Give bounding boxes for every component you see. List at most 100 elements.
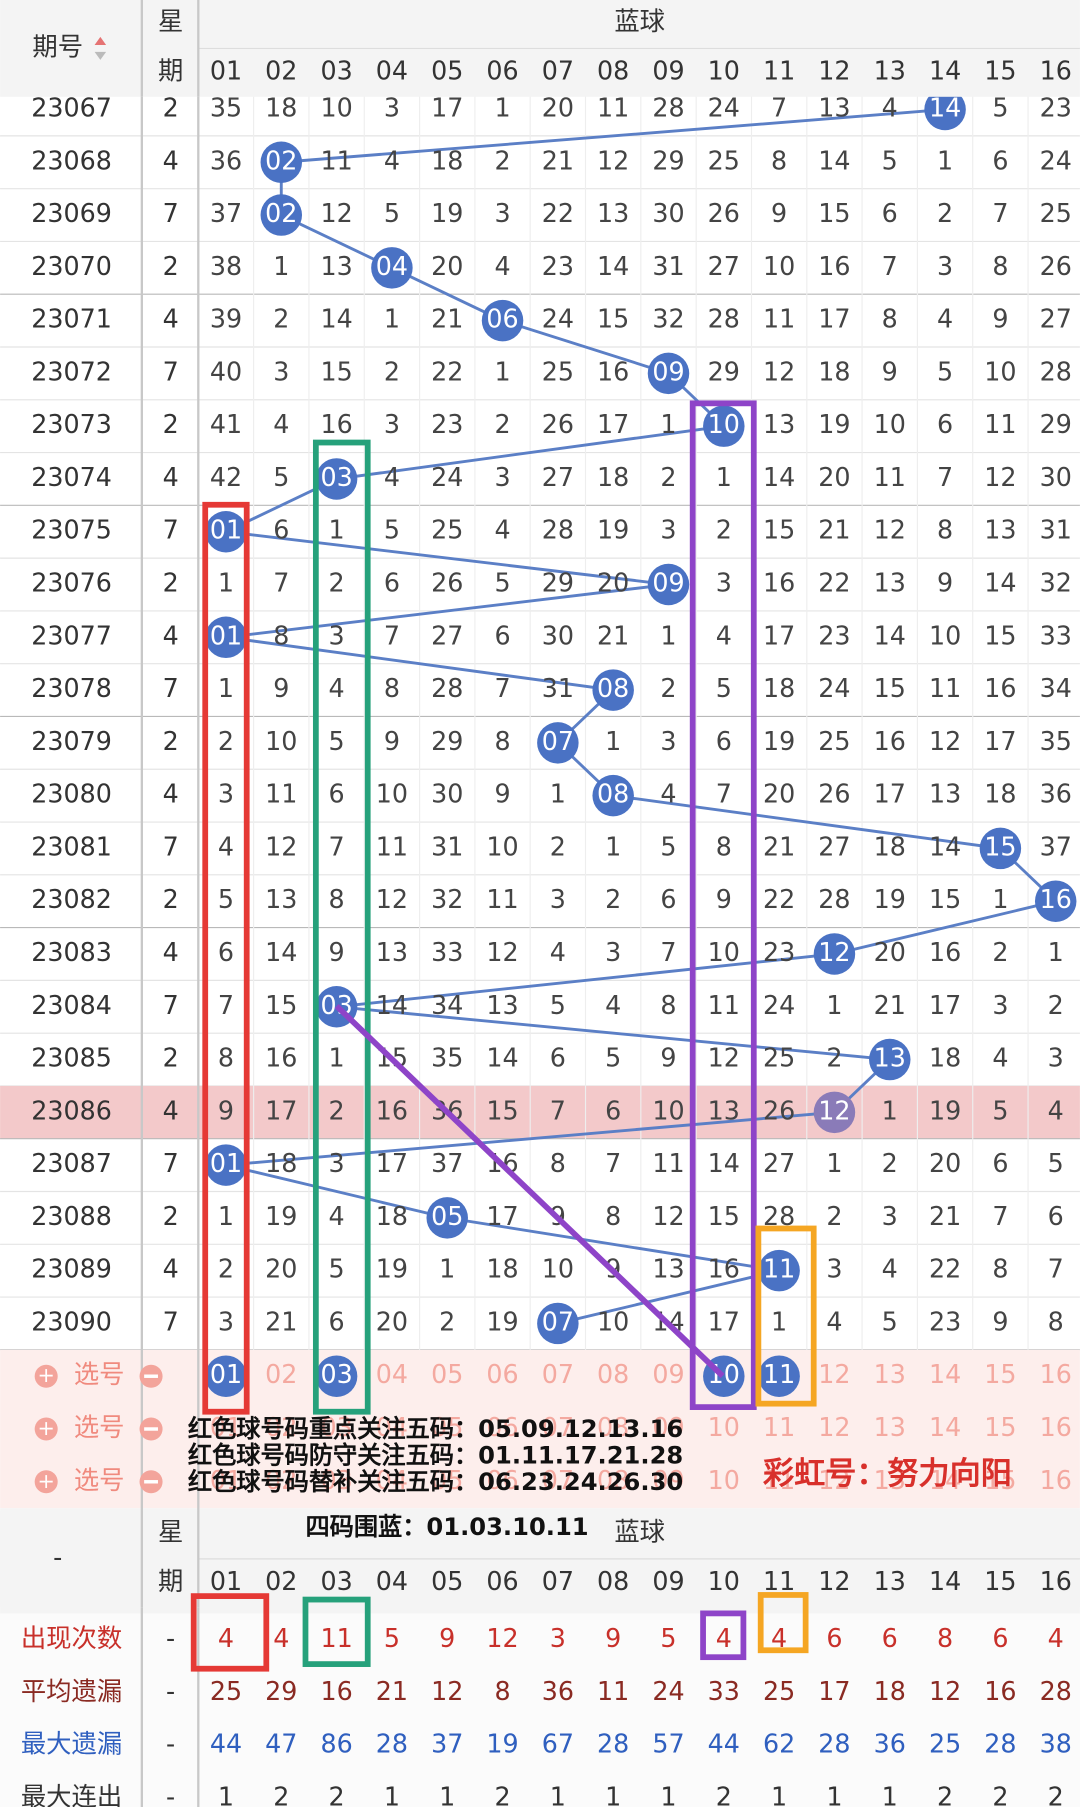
miss-count: 5 — [882, 145, 898, 175]
miss-count: 1 — [882, 1095, 898, 1125]
miss-count: 11 — [763, 304, 795, 334]
miss-count: 1 — [826, 1148, 842, 1178]
stat-value: 1 — [218, 1781, 234, 1807]
ball-number: 15 — [984, 831, 1016, 861]
select-number: 07 — [542, 1359, 574, 1389]
miss-count: 11 — [320, 145, 352, 175]
miss-count: 21 — [929, 1201, 961, 1231]
ball-number: 06 — [486, 304, 518, 334]
stat-dash: - — [166, 1623, 175, 1653]
miss-count: 20 — [818, 462, 850, 492]
select-number: 16 — [1040, 1412, 1072, 1442]
miss-count: 7 — [273, 568, 289, 598]
miss-count: 12 — [708, 1043, 740, 1073]
weekday: 4 — [163, 145, 179, 175]
stat-value: 11 — [597, 1676, 629, 1706]
number-header: 11 — [763, 56, 795, 86]
number-header: 04 — [376, 56, 408, 86]
ball — [1034, 880, 1077, 922]
miss-count: 19 — [874, 884, 906, 914]
miss-count: 6 — [1048, 1201, 1064, 1231]
weekday: 7 — [163, 198, 179, 228]
miss-count: 17 — [929, 990, 961, 1020]
miss-count: 7 — [992, 1201, 1008, 1231]
miss-count: 10 — [874, 409, 906, 439]
miss-count: 2 — [716, 515, 732, 545]
miss-count: 12 — [597, 145, 629, 175]
issue: 23088 — [31, 1201, 112, 1231]
week-header: 星 — [158, 6, 183, 36]
miss-count: 24 — [763, 990, 795, 1020]
miss-count: 8 — [494, 726, 510, 756]
issue: 23076 — [31, 568, 112, 598]
stat-value: 37 — [431, 1729, 463, 1759]
select-label: 选号 — [74, 1359, 125, 1389]
miss-count: 15 — [597, 304, 629, 334]
miss-count: 38 — [210, 251, 242, 281]
miss-count: 7 — [329, 831, 345, 861]
miss-count: 13 — [265, 884, 297, 914]
miss-count: 2 — [1048, 990, 1064, 1020]
number-header: 14 — [929, 1566, 961, 1596]
miss-count: 4 — [992, 1043, 1008, 1073]
miss-count: 9 — [273, 673, 289, 703]
stat-value: 16 — [320, 1676, 352, 1706]
focus-note: 四码围蓝：01.03.10.11 — [305, 1513, 588, 1541]
select-number: 16 — [1040, 1359, 1072, 1389]
miss-count: 5 — [1048, 1148, 1064, 1178]
miss-count: 15 — [874, 673, 906, 703]
miss-count: 16 — [320, 409, 352, 439]
miss-count: 18 — [265, 92, 297, 122]
issue: 23074 — [31, 462, 112, 492]
number-header: 09 — [652, 1566, 684, 1596]
miss-count: 1 — [605, 726, 621, 756]
select-number: 11 — [763, 1412, 795, 1442]
miss-count: 8 — [937, 515, 953, 545]
number-header: 05 — [431, 56, 463, 86]
miss-count: 8 — [1048, 1306, 1064, 1336]
miss-count: 25 — [708, 145, 740, 175]
ball — [205, 510, 247, 553]
miss-count: 16 — [929, 937, 961, 967]
miss-count: 17 — [818, 304, 850, 334]
miss-count: 5 — [660, 831, 676, 861]
ball — [537, 722, 579, 764]
miss-count: 5 — [992, 92, 1008, 122]
miss-count: 7 — [937, 462, 953, 492]
miss-count: 13 — [320, 251, 352, 281]
green-box-stat — [302, 1596, 371, 1667]
miss-count: 11 — [376, 831, 408, 861]
miss-count: 7 — [1048, 1254, 1064, 1284]
stat-value: 11 — [320, 1623, 352, 1653]
remove-icon — [144, 1374, 158, 1378]
miss-count: 2 — [660, 673, 676, 703]
number-header: 12 — [818, 1566, 850, 1596]
weekday: 2 — [163, 568, 179, 598]
miss-count: 7 — [494, 673, 510, 703]
miss-count: 19 — [929, 1095, 961, 1125]
miss-count: 3 — [716, 568, 732, 598]
number-header: 11 — [763, 1566, 795, 1596]
ball-number: 07 — [542, 726, 574, 756]
ball-number: 02 — [265, 198, 297, 228]
stat-value: 8 — [494, 1676, 510, 1706]
stat-value: 18 — [874, 1676, 906, 1706]
issue: 23090 — [31, 1306, 112, 1336]
miss-count: 18 — [376, 1201, 408, 1231]
miss-count: 5 — [273, 462, 289, 492]
stat-value: 6 — [882, 1623, 898, 1653]
miss-count: 7 — [882, 251, 898, 281]
weekday: 7 — [163, 1306, 179, 1336]
picked-ball — [315, 1355, 358, 1397]
stat-value: 28 — [376, 1729, 408, 1759]
miss-count: 8 — [218, 1043, 234, 1073]
miss-count: 6 — [660, 884, 676, 914]
miss-count: 5 — [937, 356, 953, 386]
miss-count: 4 — [1048, 1095, 1064, 1125]
stat-dash: - — [166, 1781, 175, 1807]
miss-count: 2 — [384, 356, 400, 386]
miss-count: 16 — [818, 251, 850, 281]
number-header: 02 — [265, 56, 297, 86]
weekday: 2 — [163, 251, 179, 281]
miss-count: 14 — [708, 1148, 740, 1178]
